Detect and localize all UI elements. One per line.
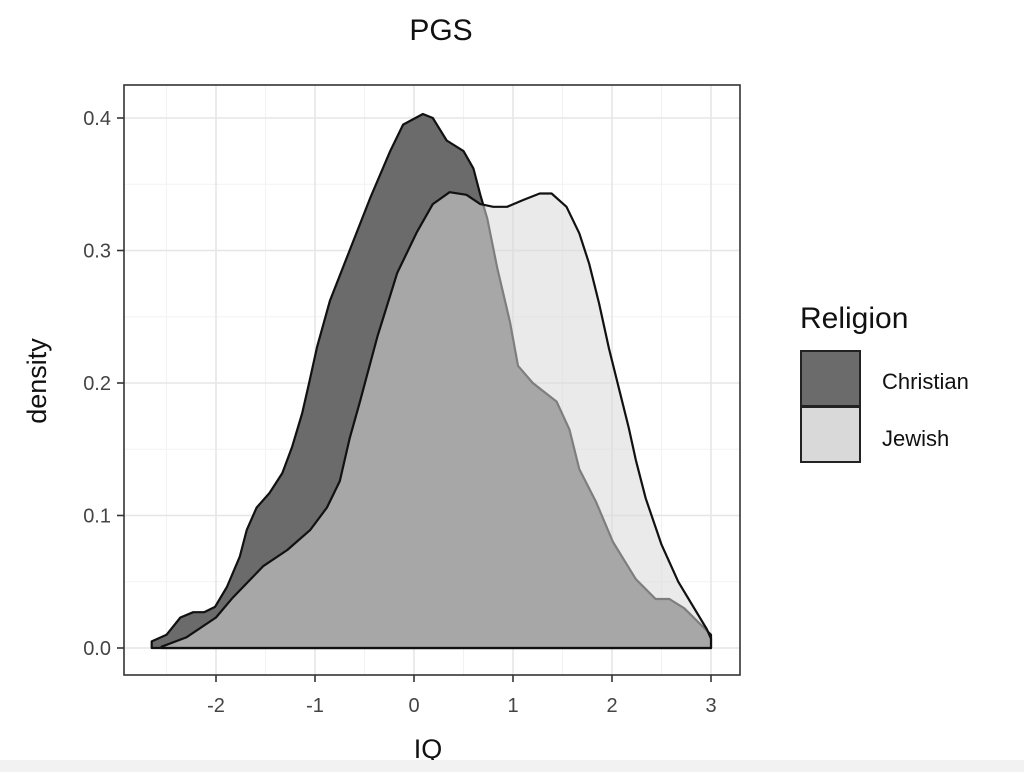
y-axis-title: density xyxy=(22,338,52,424)
x-tick-label: 3 xyxy=(705,695,716,717)
y-tick-label: 0.3 xyxy=(83,241,111,263)
density-areas xyxy=(150,112,713,650)
legend-label-christian: Christian xyxy=(882,369,969,394)
plot-panel xyxy=(123,84,741,676)
legend-label-jewish: Jewish xyxy=(882,426,949,451)
area-jewish xyxy=(160,191,713,650)
x-tick-label: 2 xyxy=(606,695,617,717)
x-tick-label: 1 xyxy=(507,695,518,717)
x-tick-label: 0 xyxy=(408,695,419,717)
x-tick-label: -2 xyxy=(207,695,225,717)
x-tick-label: -1 xyxy=(306,695,324,717)
legend: Religion Christian Jewish xyxy=(800,302,969,463)
legend-swatch-christian xyxy=(800,350,861,407)
y-axis: 0.0 0.1 0.2 0.3 0.4 xyxy=(83,108,124,660)
bottom-edge xyxy=(0,760,1024,772)
y-tick-label: 0.4 xyxy=(83,108,111,130)
y-tick-label: 0.2 xyxy=(83,373,111,395)
legend-title: Religion xyxy=(800,302,908,335)
legend-swatch-jewish xyxy=(800,406,861,463)
chart-title: PGS xyxy=(409,14,472,47)
x-axis: -2 -1 0 1 2 3 xyxy=(207,675,717,717)
y-tick-label: 0.1 xyxy=(83,506,111,528)
y-tick-label: 0.0 xyxy=(83,638,111,660)
panel-border xyxy=(123,84,741,676)
x-axis-title: IQ xyxy=(414,734,443,764)
